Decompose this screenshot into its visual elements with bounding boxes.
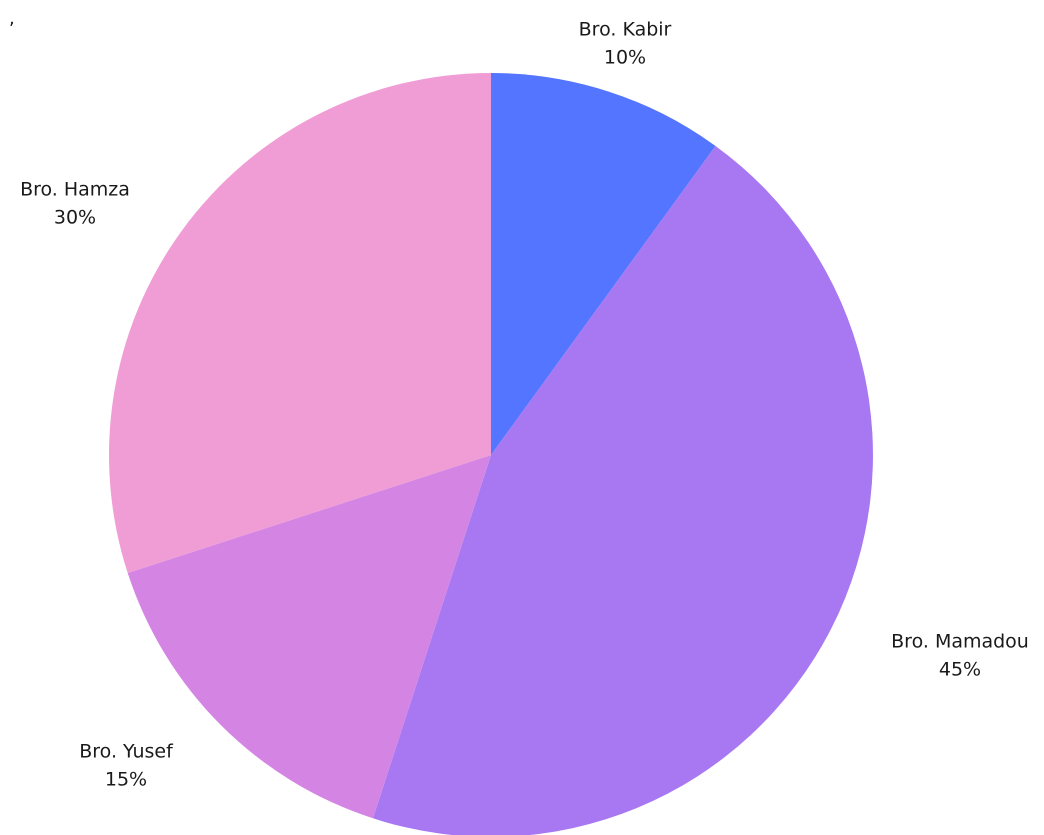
slice-label-bro-kabir: Bro. Kabir	[579, 19, 672, 41]
slice-value-bro-hamza: 30%	[54, 207, 96, 229]
pie-labels: Bro. Kabir 10% Bro. Mamadou 45% Bro. Yusef 15…	[20, 19, 1029, 791]
slice-value-bro-yusef: 15%	[105, 769, 147, 791]
stray-mark: ,	[9, 8, 15, 29]
pie-slices	[109, 73, 873, 835]
slice-label-bro-mamadou: Bro. Mamadou	[891, 631, 1029, 653]
pie-slice-bro-hamza	[109, 73, 491, 574]
slice-label-bro-yusef: Bro. Yusef	[79, 741, 174, 763]
pie-slice-bro-mamadou	[372, 145, 873, 835]
slice-label-bro-hamza: Bro. Hamza	[20, 179, 130, 201]
pie-slice-bro-kabir	[491, 73, 716, 455]
slice-value-bro-kabir: 10%	[604, 47, 646, 69]
pie-slice-bro-yusef	[127, 455, 491, 819]
slice-value-bro-mamadou: 45%	[939, 659, 981, 681]
